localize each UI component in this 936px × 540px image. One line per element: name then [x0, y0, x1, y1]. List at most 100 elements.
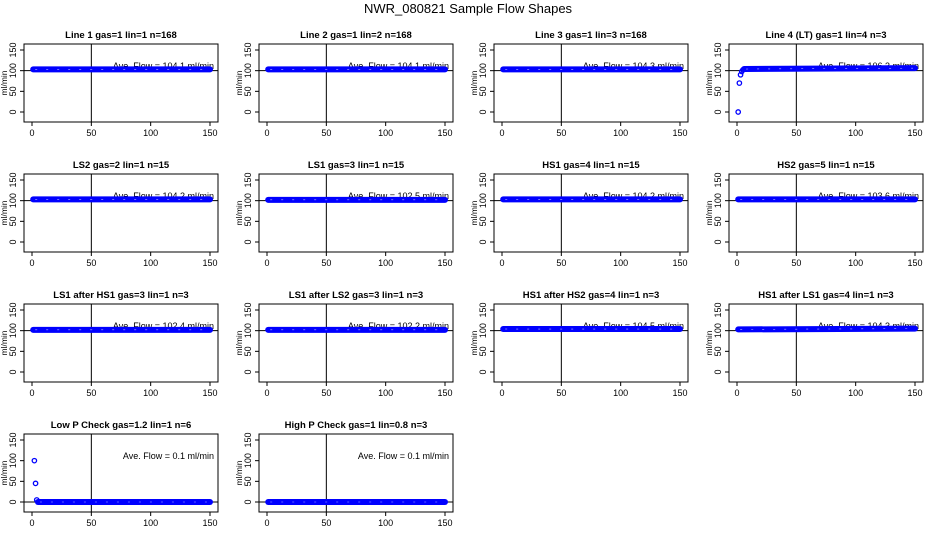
avg-flow-label: Ave. Flow = 104.2 ml/min: [583, 191, 684, 201]
data-point: [737, 71, 744, 78]
y-tick-label: 50: [8, 476, 18, 486]
avg-flow-label: Ave. Flow = 104.2 ml/min: [113, 191, 214, 201]
panel-12: HS1 after LS1 gas=4 lin=1 n=3 0 50 100 150 0 5…: [704, 290, 924, 398]
y-tick-label: 0: [713, 369, 723, 374]
y-axis-label: ml/min: [234, 200, 244, 225]
avg-flow-label: Ave. Flow = 103.6 ml/min: [818, 191, 919, 201]
y-tick-label: 100: [8, 193, 18, 208]
x-tick-label: 150: [907, 128, 922, 138]
x-tick-label: 0: [264, 518, 269, 528]
x-tick-label: 50: [791, 258, 801, 268]
y-axis-label: ml/min: [234, 70, 244, 95]
y-tick-label: 0: [713, 109, 723, 114]
avg-flow-label: Ave. Flow = 0.1 ml/min: [358, 451, 449, 461]
avg-flow-label: Ave. Flow = 104.3 ml/min: [583, 61, 684, 71]
x-tick-label: 150: [437, 518, 452, 528]
x-tick-label: 50: [321, 388, 331, 398]
y-tick-label: 0: [478, 239, 488, 244]
data-point: [32, 480, 39, 487]
y-tick-label: 150: [478, 42, 488, 57]
panel-8: HS2 gas=5 lin=1 n=15 0 50 100 150 0 50 100 150 ml…: [704, 160, 924, 268]
y-axis-label: ml/min: [704, 70, 714, 95]
panel-title: LS1 gas=3 lin=1 n=15: [308, 160, 405, 171]
y-tick-label: 0: [243, 109, 253, 114]
plot-frame: [258, 303, 454, 383]
data-point: [31, 457, 38, 464]
x-tick-label: 0: [29, 388, 34, 398]
data-band-gap: [740, 328, 914, 330]
data-band: [741, 65, 918, 73]
panel-4: Line 4 (LT) gas=1 lin=4 n=3 0 50 100 150 0 50 1…: [704, 30, 924, 138]
data-point: [736, 80, 743, 86]
plot-frame: [23, 43, 219, 123]
avg-flow-label: Ave. Flow = 104.5 ml/min: [583, 321, 684, 331]
x-tick-label: 50: [791, 128, 801, 138]
y-axis-label: ml/min: [469, 200, 479, 225]
y-tick-label: 100: [8, 323, 18, 338]
x-tick-label: 50: [791, 388, 801, 398]
panel-title: LS1 after LS2 gas=3 lin=1 n=3: [289, 290, 423, 301]
x-tick-label: 100: [378, 388, 393, 398]
y-tick-label: 150: [478, 302, 488, 317]
x-tick-label: 0: [734, 258, 739, 268]
y-tick-label: 100: [478, 63, 488, 78]
y-tick-label: 0: [8, 369, 18, 374]
x-tick-label: 150: [202, 258, 217, 268]
y-tick-label: 0: [8, 109, 18, 114]
y-tick-label: 0: [243, 499, 253, 504]
panel-14: High P Check gas=1 lin=0.8 n=3 0 50 100 150 0…: [234, 420, 454, 528]
panel-2: Line 2 gas=1 lin=2 n=168 0 50 100 150 0 50 100 1…: [234, 30, 454, 138]
x-tick-label: 100: [143, 128, 158, 138]
panel-title: HS1 after HS2 gas=4 lin=1 n=3: [523, 290, 660, 301]
y-tick-label: 150: [713, 42, 723, 57]
y-tick-label: 50: [243, 346, 253, 356]
panel-9: LS1 after HS1 gas=3 lin=1 n=3 0 50 100 150 0 5…: [0, 290, 219, 398]
x-tick-label: 100: [378, 258, 393, 268]
x-tick-label: 100: [848, 258, 863, 268]
x-tick-label: 150: [437, 388, 452, 398]
x-tick-label: 50: [556, 388, 566, 398]
y-tick-label: 100: [478, 323, 488, 338]
plot-frame: [258, 43, 454, 123]
y-axis-label: ml/min: [469, 70, 479, 95]
x-tick-label: 100: [848, 128, 863, 138]
x-tick-label: 100: [613, 388, 628, 398]
y-tick-label: 150: [713, 172, 723, 187]
panel-title: HS1 after LS1 gas=4 lin=1 n=3: [758, 290, 893, 301]
y-tick-label: 0: [8, 239, 18, 244]
data-point: [33, 497, 40, 503]
y-tick-label: 50: [243, 476, 253, 486]
y-tick-label: 0: [243, 369, 253, 374]
y-tick-label: 150: [8, 302, 18, 317]
y-tick-label: 50: [478, 86, 488, 96]
x-tick-label: 100: [613, 128, 628, 138]
x-tick-label: 50: [556, 258, 566, 268]
y-tick-label: 150: [8, 42, 18, 57]
plot-frame: [23, 433, 219, 513]
plot-frame: [258, 173, 454, 253]
y-tick-label: 50: [243, 86, 253, 96]
y-tick-label: 150: [243, 172, 253, 187]
x-tick-label: 50: [86, 388, 96, 398]
x-tick-label: 150: [437, 128, 452, 138]
x-tick-label: 50: [321, 518, 331, 528]
y-tick-label: 100: [243, 193, 253, 208]
x-tick-label: 50: [86, 258, 96, 268]
panel-10: LS1 after LS2 gas=3 lin=1 n=3 0 50 100 150 0 5…: [234, 290, 454, 398]
y-tick-label: 0: [478, 369, 488, 374]
x-tick-label: 0: [264, 388, 269, 398]
y-axis-label: ml/min: [469, 330, 479, 355]
y-tick-label: 100: [713, 323, 723, 338]
x-tick-label: 0: [264, 128, 269, 138]
y-axis-label: ml/min: [704, 200, 714, 225]
y-tick-label: 150: [8, 172, 18, 187]
panel-3: Line 3 gas=1 lin=3 n=168 0 50 100 150 0 50 100 1…: [469, 30, 689, 138]
panel-1: Line 1 gas=1 lin=1 n=168 0 50 100 150 0 50 100 1…: [0, 30, 219, 138]
panel-6: LS1 gas=3 lin=1 n=15 0 50 100 150 0 50 100 150 ml…: [234, 160, 454, 268]
y-tick-label: 50: [713, 86, 723, 96]
x-tick-label: 0: [734, 128, 739, 138]
panel-title: HS2 gas=5 lin=1 n=15: [777, 160, 875, 171]
x-tick-label: 0: [29, 518, 34, 528]
x-tick-label: 100: [143, 518, 158, 528]
plot-frame: [493, 173, 689, 253]
